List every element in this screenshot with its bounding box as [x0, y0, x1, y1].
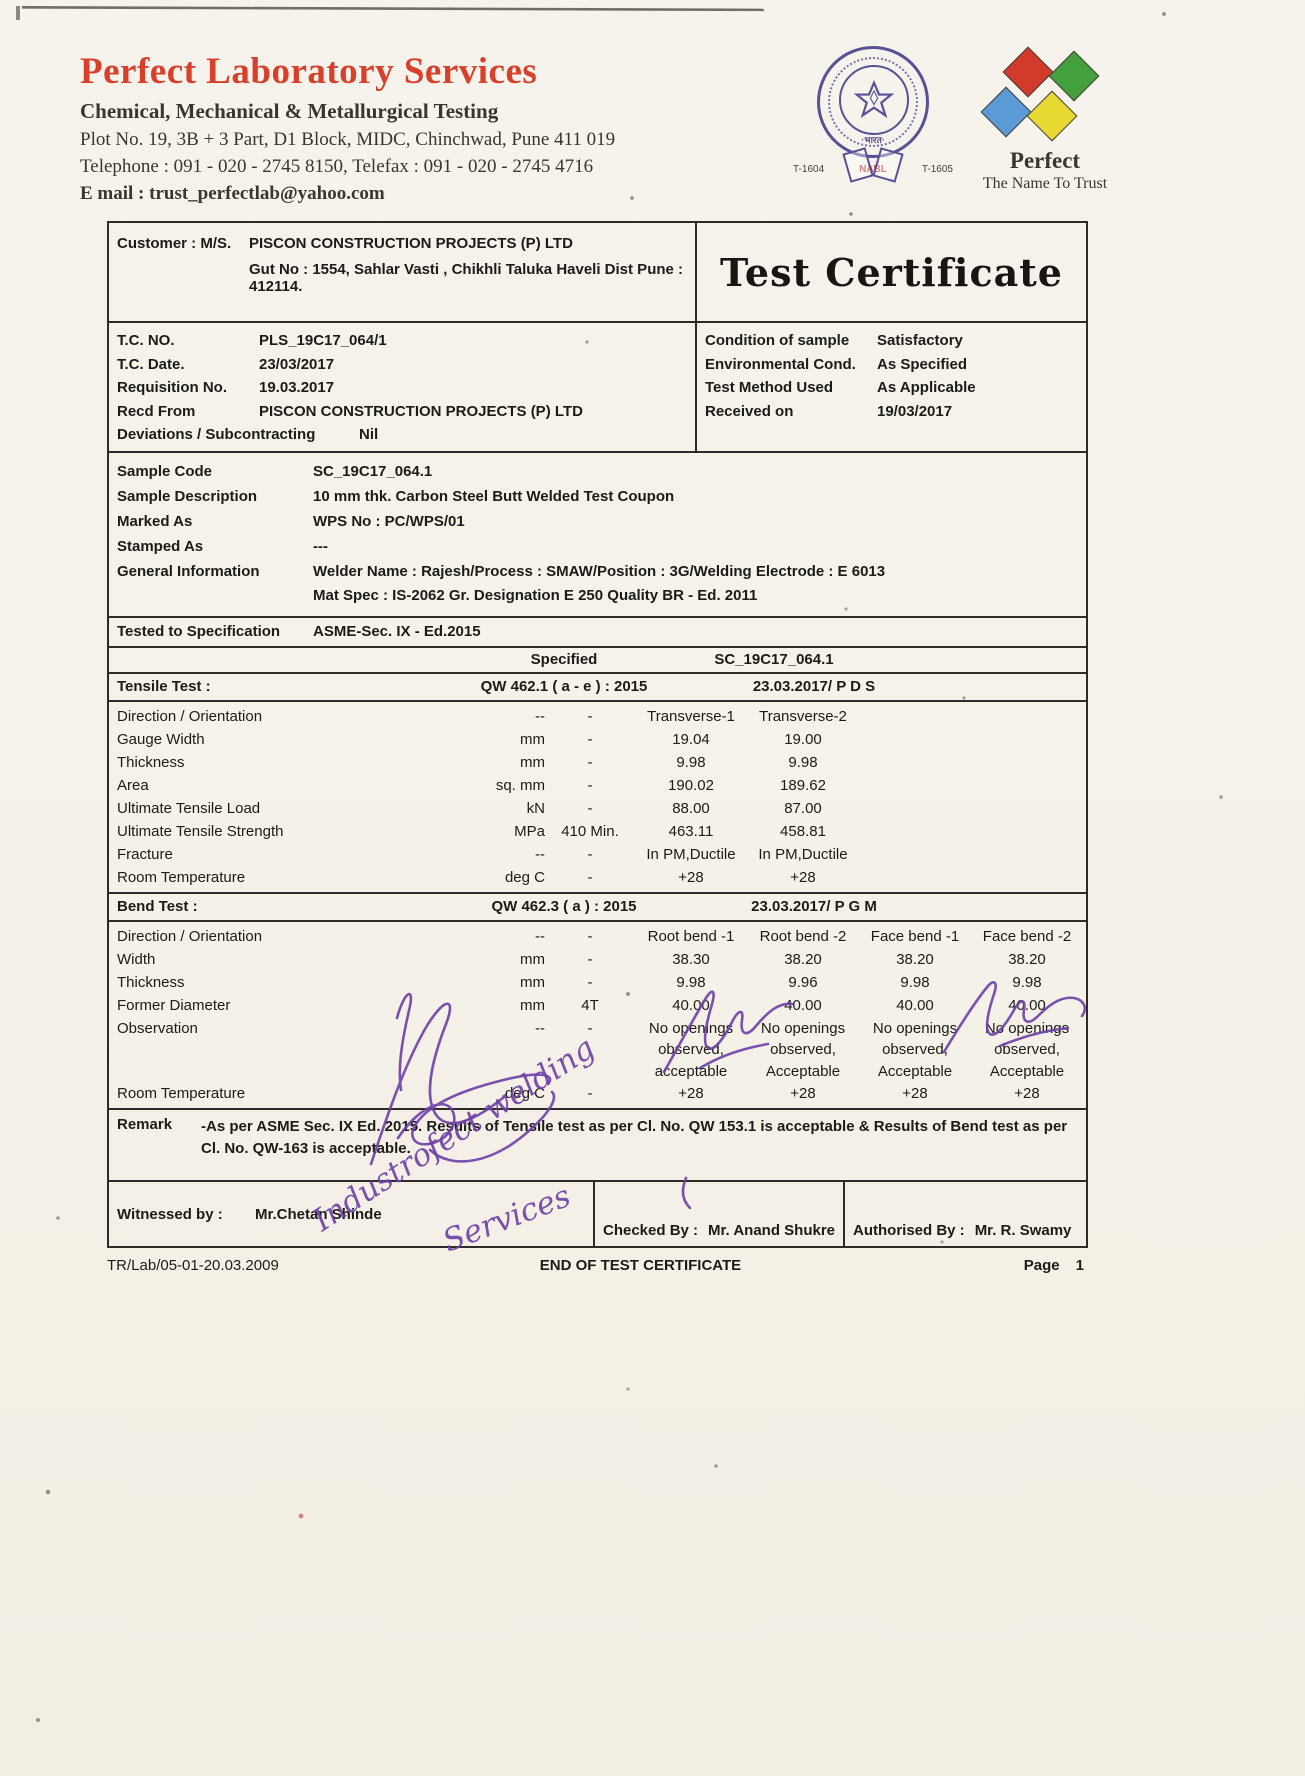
nabl-ribbons: [838, 147, 908, 183]
sample-row: Marked As WPS No : PC/WPS/01: [117, 512, 465, 530]
meta-row: T.C. NO. PLS_19C17_064/1: [117, 332, 387, 349]
sample-row: General Information Welder Name : Rajesh/…: [117, 562, 886, 604]
company-name: Perfect Laboratory Services: [80, 51, 538, 92]
document-reference: TR/Lab/05-01-20.03.2009: [107, 1257, 279, 1274]
authorised-by-name: Mr. R. Swamy: [974, 1222, 1072, 1239]
customer-address: Gut No : 1554, Sahlar Vasti , Chikhli Ta…: [249, 261, 684, 295]
meta-row: Condition of sample Satisfactory: [705, 332, 963, 349]
perfect-brand-logo: Perfect The Name To Trust: [955, 46, 1135, 193]
meta-row: Environmental Cond. As Specified: [705, 355, 968, 373]
nabl-code-right: T-1605: [921, 164, 953, 175]
table-row: Direction / Orientation -- - Transverse-1 Tr…: [117, 707, 847, 725]
nabl-seal: ·भारत· T-1604 NABL T-1605: [793, 46, 953, 183]
table-row: Room Temperature deg C - +28 +28 +28 +28: [117, 1085, 1040, 1102]
nabl-code-left: T-1604: [793, 164, 825, 175]
table-row: Thickness mm -9.98 9.96 9.98 9.98: [117, 973, 1042, 991]
witnessed-by-cell: Witnessed by : Mr.Chetan Shinde: [117, 1205, 382, 1223]
sample-row: Sample Description 10 mm thk. Carbon Stee…: [117, 487, 675, 505]
letterhead: Perfect Laboratory Services Chemical, Me…: [80, 51, 780, 205]
company-phone: Telephone : 091 - 020 - 2745 8150, Telef…: [80, 155, 594, 177]
ribbon-left-icon: [842, 147, 874, 183]
column-header-row: Specified SC_19C17_064.1: [109, 648, 1086, 674]
nabl-seal-ring: ·भारत·: [817, 46, 929, 158]
tensile-test-title-row: Tensile Test : QW 462.1 ( a - e ) : 2015…: [109, 674, 1086, 702]
bend-test-title-row: Bend Test : QW 462.3 ( a ) : 2015 23.03.…: [109, 894, 1086, 922]
meta-row: T.C. Date. 23/03/2017: [117, 355, 335, 373]
company-subtitle: Chemical, Mechanical & Metallurgical Tes…: [80, 98, 499, 123]
table-row: Fracture -- - In PM,Ductile In PM,Ductile: [117, 845, 848, 863]
bend-test-rows: Direction / Orientation -- - Root bend -1 Ro…: [109, 922, 1086, 1110]
meta-row: Recd From PISCON CONSTRUCTION PROJECTS (P…: [117, 402, 583, 420]
company-email: E mail : trust_perfectlab@yahoo.com: [80, 182, 385, 204]
diamonds-logo-icon: [980, 46, 1110, 142]
nabl-country-label: ·भारत·: [861, 135, 885, 145]
nabl-star-icon: [839, 65, 909, 135]
customer-label: Customer : M/S.: [117, 235, 232, 252]
table-row: Thickness mm -9.98 9.98: [117, 753, 818, 771]
meta-row: Requisition No. 19.03.2017: [117, 379, 335, 396]
table-row: Ultimate Tensile Strength MPa 410 Min. 463.…: [117, 822, 826, 840]
remark-section: Remark -As per ASME Sec. IX Ed. 2015. Re…: [109, 1110, 1086, 1182]
table-row: Direction / Orientation -- - Root bend -1 Ro…: [117, 927, 1072, 945]
sample-row: Stamped As ---: [117, 537, 328, 555]
checked-by-cell: Checked By : Mr. Anand Shukre: [593, 1182, 843, 1246]
page-label: Page: [1023, 1257, 1060, 1274]
meta-row: Test Method Used As Applicable: [705, 379, 976, 396]
document-footer: TR/Lab/05-01-20.03.2009 END OF TEST CERT…: [107, 1248, 1088, 1274]
authorised-by-cell: Authorised By : Mr. R. Swamy: [843, 1182, 1086, 1246]
certificate-table: Customer : M/S. PISCON CONSTRUCTION PROJ…: [107, 221, 1088, 1248]
sample-row: Sample Code SC_19C17_064.1: [117, 462, 433, 480]
table-row: Room Temperature deg C - +28 +28: [117, 868, 816, 886]
customer-name: PISCON CONSTRUCTION PROJECTS (P) LTD: [249, 235, 573, 252]
witnessed-by-name: Mr.Chetan Shinde: [255, 1205, 382, 1223]
certificate-title: Test Certificate: [720, 249, 1063, 295]
table-row: Area sq. mm -190.02 189.62: [117, 776, 826, 794]
brand-tagline: The Name To Trust: [982, 175, 1108, 192]
end-of-certificate-text: END OF TEST CERTIFICATE: [539, 1257, 742, 1274]
table-row: Width mm -38.30 38.20 38.20 38.20: [117, 950, 1046, 968]
checked-by-name: Mr. Anand Shukre: [708, 1222, 836, 1239]
certificate-document: Customer : M/S. PISCON CONSTRUCTION PROJ…: [107, 221, 1088, 1274]
ribbon-right-icon: [872, 147, 904, 183]
brand-name: Perfect: [1009, 148, 1081, 173]
specified-column-header: Specified: [530, 650, 598, 668]
table-row: Gauge Width mm -19.04 19.00: [117, 730, 822, 748]
signature-section: Witnessed by : Mr.Chetan Shinde Checked …: [109, 1182, 1086, 1246]
customer-section: Customer : M/S. PISCON CONSTRUCTION PROJ…: [109, 223, 1086, 323]
table-row: Observation -- - No openings observed, acce…: [117, 1019, 1070, 1080]
meta-row: Received on 19/03/2017: [705, 402, 953, 420]
tensile-test-rows: Direction / Orientation -- - Transverse-1 Tr…: [109, 702, 1086, 894]
table-row: Former Diameter mm 4T 40.00 40.00 40.00 40.00: [117, 996, 1046, 1014]
meta-section: T.C. NO. PLS_19C17_064/1 T.C. Date. 23/03/…: [109, 323, 1086, 453]
page-number: 1: [1075, 1257, 1084, 1274]
company-address: Plot No. 19, 3B + 3 Part, D1 Block, MIDC…: [80, 128, 616, 150]
nabl-label: NABL: [859, 164, 887, 175]
meta-row: Deviations / Subcontracting Nil: [117, 426, 379, 443]
sample-code-column-header: SC_19C17_064.1: [714, 650, 834, 668]
nabl-accreditation-codes: T-1604 NABL T-1605: [793, 164, 953, 175]
sample-section: Sample Code SC_19C17_064.1 Sample Descrip…: [109, 453, 1086, 618]
table-row: Ultimate Tensile Load kN -88.00 87.00: [117, 799, 822, 817]
tested-to-specification-row: Tested to Specification ASME-Sec. IX - E…: [109, 618, 1086, 648]
